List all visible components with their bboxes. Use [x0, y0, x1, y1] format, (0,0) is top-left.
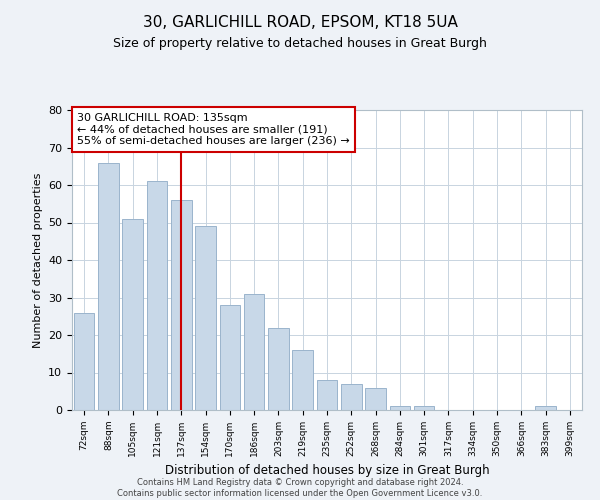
Bar	[365, 388, 386, 410]
X-axis label: Distribution of detached houses by size in Great Burgh: Distribution of detached houses by size …	[164, 464, 490, 477]
Text: Size of property relative to detached houses in Great Burgh: Size of property relative to detached ho…	[113, 38, 487, 51]
Bar	[535, 406, 556, 410]
Bar	[414, 406, 434, 410]
Bar	[389, 406, 410, 410]
Y-axis label: Number of detached properties: Number of detached properties	[32, 172, 43, 348]
Bar	[244, 294, 265, 410]
Text: 30 GARLICHILL ROAD: 135sqm
← 44% of detached houses are smaller (191)
55% of sem: 30 GARLICHILL ROAD: 135sqm ← 44% of deta…	[77, 113, 350, 146]
Bar	[317, 380, 337, 410]
Bar	[341, 384, 362, 410]
Bar	[171, 200, 191, 410]
Bar	[98, 162, 119, 410]
Bar	[220, 305, 240, 410]
Text: Contains HM Land Registry data © Crown copyright and database right 2024.
Contai: Contains HM Land Registry data © Crown c…	[118, 478, 482, 498]
Bar	[74, 312, 94, 410]
Bar	[146, 181, 167, 410]
Bar	[122, 219, 143, 410]
Text: 30, GARLICHILL ROAD, EPSOM, KT18 5UA: 30, GARLICHILL ROAD, EPSOM, KT18 5UA	[143, 15, 457, 30]
Bar	[268, 328, 289, 410]
Bar	[292, 350, 313, 410]
Bar	[195, 226, 216, 410]
